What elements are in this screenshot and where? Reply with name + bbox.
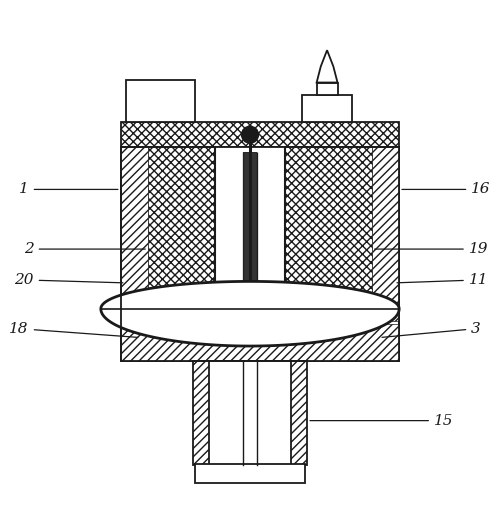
- Bar: [120, 147, 148, 321]
- Bar: [372, 147, 399, 321]
- Text: 15: 15: [310, 413, 454, 428]
- Bar: [316, 82, 338, 95]
- Polygon shape: [101, 281, 399, 346]
- Bar: [302, 95, 352, 122]
- Bar: [193, 361, 307, 465]
- Circle shape: [242, 126, 258, 143]
- Bar: [120, 147, 399, 361]
- Bar: [120, 147, 399, 361]
- Text: 18: 18: [9, 322, 138, 337]
- Text: 2: 2: [24, 242, 146, 256]
- Text: 16: 16: [402, 182, 491, 196]
- Text: 3: 3: [382, 322, 481, 337]
- Bar: [120, 324, 399, 361]
- Polygon shape: [316, 50, 338, 82]
- Text: 19: 19: [374, 242, 488, 256]
- Bar: [285, 147, 372, 306]
- Bar: [215, 147, 285, 306]
- Text: 1: 1: [19, 182, 118, 196]
- Bar: [196, 464, 304, 483]
- Bar: [148, 147, 215, 306]
- Bar: [126, 80, 196, 122]
- Bar: [208, 361, 292, 465]
- Bar: [120, 122, 399, 147]
- Text: 11: 11: [397, 273, 488, 287]
- Text: 20: 20: [14, 273, 123, 287]
